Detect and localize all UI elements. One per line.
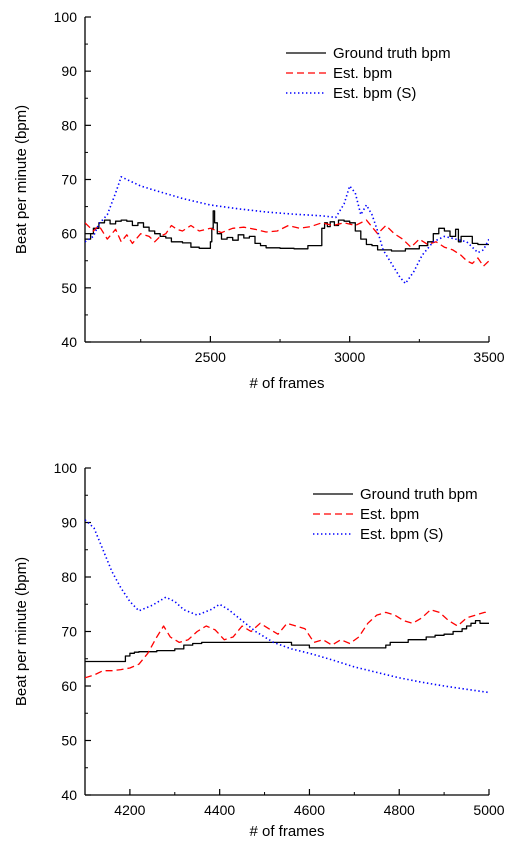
legend-label: Est. bpm (S)	[333, 85, 416, 102]
x-tick-label: 4600	[294, 802, 325, 818]
y-tick-label: 70	[61, 172, 77, 188]
y-tick-label: 60	[61, 678, 77, 694]
y-tick-label: 90	[61, 515, 77, 531]
x-tick-label: 4400	[204, 802, 235, 818]
legend-label: Est. bpm (S)	[360, 526, 443, 543]
series-line-3	[85, 519, 489, 694]
legend-label: Ground truth bpm	[360, 486, 478, 503]
legend-label: Est. bpm	[333, 65, 392, 82]
x-tick-label: 4200	[114, 802, 145, 818]
legend: Ground truth bpm Est. bpm Est. bpm (S)	[313, 486, 478, 543]
x-tick-label: 3000	[334, 349, 365, 365]
x-tick-label: 4800	[384, 802, 415, 818]
y-tick-label: 60	[61, 226, 77, 242]
y-tick-label: 100	[54, 9, 78, 25]
series-line-3	[85, 176, 489, 285]
y-tick-label: 70	[61, 624, 77, 640]
series-line-1	[85, 210, 489, 252]
y-tick-label: 80	[61, 117, 77, 133]
legend: Ground truth bpm Est. bpm Est. bpm (S)	[286, 45, 451, 102]
chart-1: 40 50 60 70 80 90 100 2500 3000 3500 # of frames Be…	[13, 9, 505, 392]
legend-label: Ground truth bpm	[333, 45, 451, 62]
series-line-1	[85, 619, 489, 663]
x-tick-label: 2500	[195, 349, 226, 365]
y-tick-label: 50	[61, 280, 77, 296]
y-tick-label: 100	[54, 460, 78, 476]
x-axis-title: # of frames	[249, 823, 324, 840]
series-group	[85, 519, 489, 694]
y-axis-title: Beat per minute (bpm)	[13, 105, 30, 254]
chart-2: 40 50 60 70 80 90 100 4200 4400 4600 4800 5000 # of …	[13, 460, 505, 840]
y-tick-label: 40	[61, 787, 77, 803]
y-tick-label: 40	[61, 334, 77, 350]
y-tick-label: 80	[61, 569, 77, 585]
y-axis-title: Beat per minute (bpm)	[13, 557, 30, 706]
legend-label: Est. bpm	[360, 506, 419, 523]
y-tick-label: 50	[61, 733, 77, 749]
x-tick-label: 3500	[473, 349, 504, 365]
x-tick-label: 5000	[473, 802, 504, 818]
y-tick-label: 90	[61, 63, 77, 79]
series-line-2	[85, 219, 489, 267]
x-axis-title: # of frames	[249, 375, 324, 392]
series-group	[85, 176, 489, 285]
series-line-2	[85, 609, 489, 679]
